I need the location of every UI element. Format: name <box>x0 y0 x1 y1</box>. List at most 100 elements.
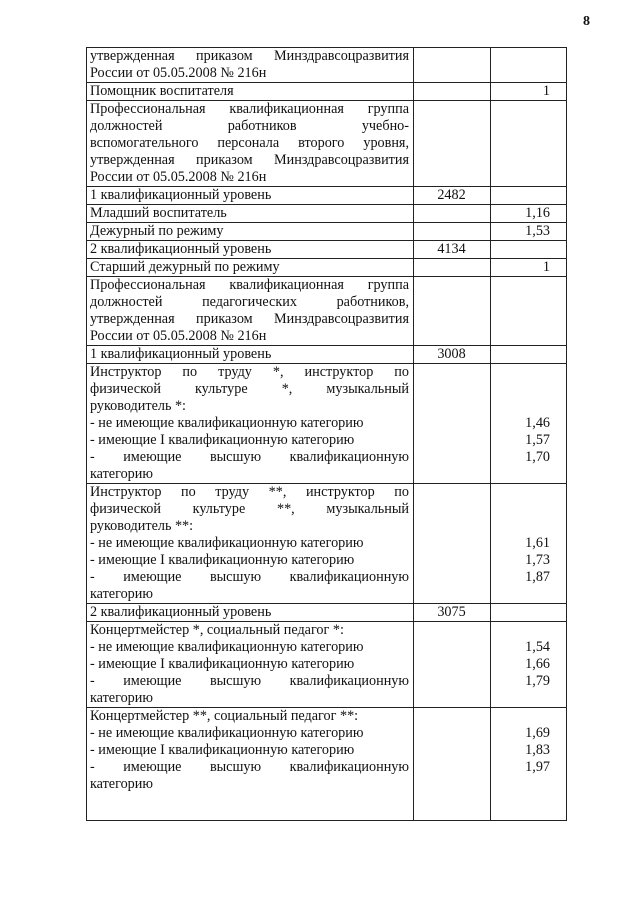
coefficient-value: 1,61 <box>525 535 550 551</box>
table-row: Концертмейстер *, социальный педагог *: -… <box>86 621 567 708</box>
salary-cell <box>413 258 491 277</box>
cell-text-line: - не имеющие квалификационную категорию <box>90 535 364 551</box>
salary-cell <box>413 222 491 241</box>
cell-text-line: руководитель *: <box>90 398 186 414</box>
table-row: утвержденная приказом Минздравсоцразвити… <box>86 47 567 83</box>
coefficient-value <box>494 518 550 535</box>
cell-text-line: Младший воспитатель <box>90 205 227 221</box>
cell-text-line: России от 05.05.2008 № 216н <box>90 65 267 81</box>
salary-cell <box>413 47 491 83</box>
coefficient-value <box>494 501 550 518</box>
coefficient-value <box>494 381 550 398</box>
table-row: Инструктор по труду **, инструктор по физ… <box>86 483 567 604</box>
cell-text-line: утвержденная приказом Минздравсоцразвити… <box>90 311 409 327</box>
coefficient-value: 1,97 <box>525 759 550 775</box>
coefficient-value: 1,83 <box>525 742 550 758</box>
coefficient-value: 1,54 <box>525 639 550 655</box>
coefficient-value: 1,79 <box>525 673 550 689</box>
coefficient-value: 1,70 <box>525 449 550 465</box>
cell-text-line: 1 квалификационный уровень <box>90 346 272 362</box>
cell-text-line: России от 05.05.2008 № 216н <box>90 169 267 185</box>
salary-cell: 4134 <box>413 240 491 259</box>
table-row: Дежурный по режиму 1,53 <box>86 222 567 241</box>
coefficient-value: 1,16 <box>525 205 550 221</box>
coefficient-cell <box>490 603 567 622</box>
cell-text-line: - имеющие высшую квалификационную <box>90 759 409 775</box>
table-row: Помощник воспитателя 1 <box>86 82 567 101</box>
cell-text-line: должностей работников учебно- <box>90 118 409 134</box>
table-row: 2 квалификационный уровень 3075 <box>86 603 567 622</box>
cell-text-line: категорию <box>90 776 153 792</box>
cell-text-line: утвержденная приказом Минздравсоцразвити… <box>90 152 409 168</box>
cell-text-line: - имеющие I квалификационную категорию <box>90 742 355 758</box>
position-cell: Профессиональная квалификационная группа… <box>86 276 414 346</box>
coefficient-value: 1,46 <box>525 415 550 431</box>
salary-cell: 2482 <box>413 186 491 205</box>
salary-coefficient-table: утвержденная приказом Минздравсоцразвити… <box>86 47 567 821</box>
coefficient-cell: 1 <box>490 82 567 101</box>
table-row: Младший воспитатель 1,16 <box>86 204 567 223</box>
coefficient-cell <box>490 276 567 346</box>
position-cell: Помощник воспитателя <box>86 82 414 101</box>
cell-text-line: Помощник воспитателя <box>90 83 234 99</box>
cell-text-line: Старший дежурный по режиму <box>90 259 280 275</box>
coefficient-cell: 1,46 1,57 1,70 <box>490 363 567 484</box>
coefficient-value: 1,53 <box>525 223 550 239</box>
position-cell: 2 квалификационный уровень <box>86 240 414 259</box>
table-row: Профессиональная квалификационная группа… <box>86 100 567 187</box>
coefficient-cell: 1,61 1,73 1,87 <box>490 483 567 604</box>
position-cell: 2 квалификационный уровень <box>86 603 414 622</box>
salary-cell <box>413 707 491 821</box>
salary-cell <box>413 100 491 187</box>
position-cell: Младший воспитатель <box>86 204 414 223</box>
coefficient-cell: 1,16 <box>490 204 567 223</box>
salary-cell <box>413 276 491 346</box>
position-cell: утвержденная приказом Минздравсоцразвити… <box>86 47 414 83</box>
salary-cell <box>413 483 491 604</box>
position-cell: Профессиональная квалификационная группа… <box>86 100 414 187</box>
cell-text-line: - имеющие I квалификационную категорию <box>90 552 355 568</box>
cell-text-line: категорию <box>90 466 153 482</box>
cell-text-line: физической культуре **, музыкальный <box>90 501 409 517</box>
coefficient-cell <box>490 47 567 83</box>
cell-text-line: должностей педагогических работников, <box>90 294 409 310</box>
cell-text-line: - имеющие I квалификационную категорию <box>90 656 355 672</box>
cell-text-line: - не имеющие квалификационную категорию <box>90 725 364 741</box>
cell-text-line: Концертмейстер *, социальный педагог *: <box>90 622 344 638</box>
table-row: 1 квалификационный уровень 3008 <box>86 345 567 364</box>
coefficient-cell: 1 <box>490 258 567 277</box>
cell-text-line: - не имеющие квалификационную категорию <box>90 415 364 431</box>
position-cell: Инструктор по труду **, инструктор по физ… <box>86 483 414 604</box>
table-row: 2 квалификационный уровень 4134 <box>86 240 567 259</box>
salary-cell <box>413 82 491 101</box>
coefficient-value <box>494 484 550 501</box>
position-cell: Концертмейстер *, социальный педагог *: -… <box>86 621 414 708</box>
cell-text-line: вспомогательного персонала второго уровн… <box>90 135 409 151</box>
table-row: 1 квалификационный уровень 2482 <box>86 186 567 205</box>
page-number: 8 <box>583 14 590 29</box>
coefficient-value <box>494 398 550 415</box>
coefficient-value <box>494 622 550 639</box>
coefficient-cell <box>490 240 567 259</box>
position-cell: 1 квалификационный уровень <box>86 345 414 364</box>
cell-text-line: 1 квалификационный уровень <box>90 187 272 203</box>
cell-text-line: России от 05.05.2008 № 216н <box>90 328 267 344</box>
coefficient-value: 1 <box>542 83 550 99</box>
coefficient-cell: 1,54 1,66 1,79 <box>490 621 567 708</box>
table-row: Профессиональная квалификационная группа… <box>86 276 567 346</box>
table-row: Старший дежурный по режиму 1 <box>86 258 567 277</box>
cell-text-line: утвержденная приказом Минздравсоцразвити… <box>90 48 409 64</box>
coefficient-cell <box>490 345 567 364</box>
coefficient-value: 1,87 <box>525 569 550 585</box>
coefficient-cell <box>490 186 567 205</box>
cell-text-line: - не имеющие квалификационную категорию <box>90 639 364 655</box>
position-cell: Концертмейстер **, социальный педагог **… <box>86 707 414 821</box>
cell-text-line: 2 квалификационный уровень <box>90 241 272 257</box>
cell-text-line: Профессиональная квалификационная группа <box>90 277 409 293</box>
cell-text-line: Инструктор по труду *, инструктор по <box>90 364 409 380</box>
coefficient-cell <box>490 100 567 187</box>
cell-text-line: - имеющие высшую квалификационную <box>90 673 409 689</box>
coefficient-value: 1 <box>542 259 550 275</box>
cell-text-line: Инструктор по труду **, инструктор по <box>90 484 409 500</box>
cell-text-line: Концертмейстер **, социальный педагог **… <box>90 708 359 724</box>
